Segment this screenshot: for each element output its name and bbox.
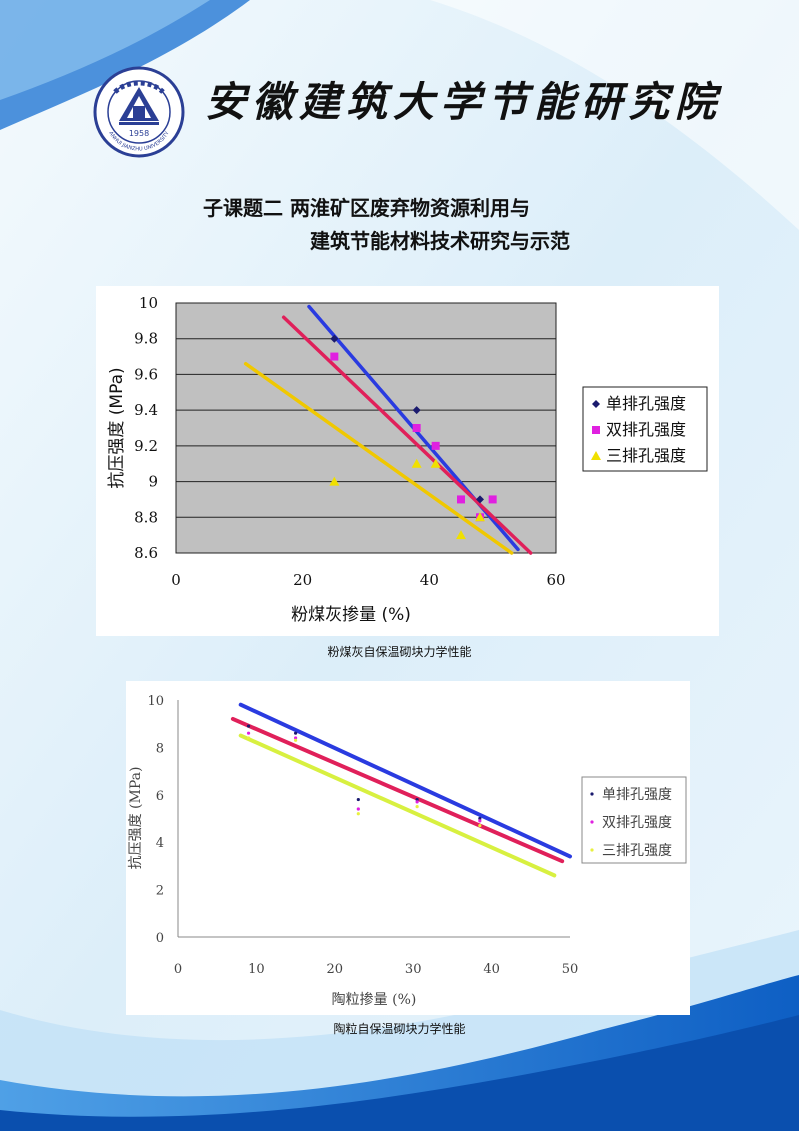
legend-marker-3 [591,451,601,460]
y-tick-label: 2 [156,884,164,899]
data-point-series-2 [488,495,497,504]
trendline-2 [281,315,533,555]
trendline-3 [238,733,557,878]
y-tick-label: 8.6 [134,544,158,562]
x-tick-label: 10 [248,962,265,977]
data-point-series-1 [294,731,298,735]
data-point-series-2 [415,800,419,804]
legend-marker-2 [590,820,594,824]
data-point-series-1 [330,334,339,343]
x-tick-label: 20 [293,571,312,589]
y-tick-label: 8.8 [134,508,158,526]
university-logo: 1958 ANHUI JIANZHU UNIVERSITY [93,66,185,158]
y-tick-label: 9.4 [134,401,158,419]
y-tick-label: 9.8 [134,330,158,348]
project-subtitle-line1: 子课题二 两淮矿区废弃物资源利用与 [203,196,530,220]
svg-text:1958: 1958 [129,129,149,138]
data-point-series-2 [412,424,421,432]
trendline-2 [230,716,565,864]
data-point-series-1 [356,797,360,802]
x-tick-label: 30 [405,962,422,977]
data-point-series-1 [476,495,484,504]
data-point-series-1 [415,797,419,802]
data-point-series-3 [411,458,422,468]
data-point-series-2 [431,441,440,450]
project-subtitle-line2: 建筑节能材料技术研究与示范 [310,229,570,253]
y-tick-label: 8 [156,741,164,756]
data-point-series-3 [478,824,482,828]
data-point-series-3 [356,812,360,816]
data-point-series-1 [246,724,251,728]
chart1-xlabel: 粉煤灰掺量 (%) [291,605,411,625]
data-point-series-2 [330,352,339,361]
x-tick-label: 40 [420,571,439,589]
data-point-series-3 [246,736,251,740]
legend-marker-1 [590,792,594,796]
chart2-caption: 陶粒自保温砌块力学性能 [333,1022,466,1036]
chart1-caption: 粉煤灰自保温砌块力学性能 [327,645,472,659]
legend-marker-1 [592,400,600,408]
x-tick-label: 0 [171,571,181,589]
data-point-series-2 [246,731,251,735]
legend-label-2: 双排孔强度 [602,815,672,831]
data-point-series-1 [478,816,482,821]
chart1-ylabel: 抗压强度 (MPa) [107,367,127,488]
y-tick-label: 9.6 [134,365,158,383]
legend-marker-3 [590,848,594,852]
chart2-xlabel: 陶粒掺量 (%) [332,991,417,1008]
y-tick-label: 10 [139,294,158,312]
data-point-series-3 [415,805,419,809]
data-point-series-2 [478,819,482,823]
legend-label-3: 三排孔强度 [602,843,672,859]
legend-marker-2 [592,426,600,434]
flyash-strength-chart: 8.68.899.29.49.69.810 0 20 40 60 粉煤灰掺量 (%) … [96,286,719,636]
data-point-series-2 [294,736,298,740]
trendline-3 [243,361,514,555]
y-tick-label: 6 [156,789,164,804]
legend-label-2: 双排孔强度 [606,420,686,439]
y-tick-label: 0 [156,931,164,946]
y-tick-label: 9 [148,473,158,491]
institute-title: 安徽建筑大学节能研究院 [205,78,722,126]
x-tick-label: 0 [174,962,182,977]
data-point-series-1 [412,406,421,415]
trendline-1 [238,702,572,859]
y-tick-label: 9.2 [134,437,158,455]
y-tick-label: 10 [147,694,164,709]
x-tick-label: 20 [327,962,344,977]
data-point-series-3 [294,738,298,742]
legend-label-1: 单排孔强度 [606,394,686,413]
data-point-series-3 [456,530,466,540]
x-tick-label: 40 [483,962,500,977]
chart2-ylabel: 抗压强度 (MPa) [128,767,144,870]
y-tick-label: 4 [156,836,164,851]
data-point-series-3 [329,476,340,486]
data-point-series-2 [457,495,465,504]
data-point-series-3 [475,512,485,522]
data-point-series-2 [356,807,360,811]
x-tick-label: 60 [546,571,565,589]
legend-label-1: 单排孔强度 [602,787,672,803]
legend-label-3: 三排孔强度 [606,446,686,465]
x-tick-label: 50 [562,962,579,977]
data-point-series-3 [430,458,441,468]
